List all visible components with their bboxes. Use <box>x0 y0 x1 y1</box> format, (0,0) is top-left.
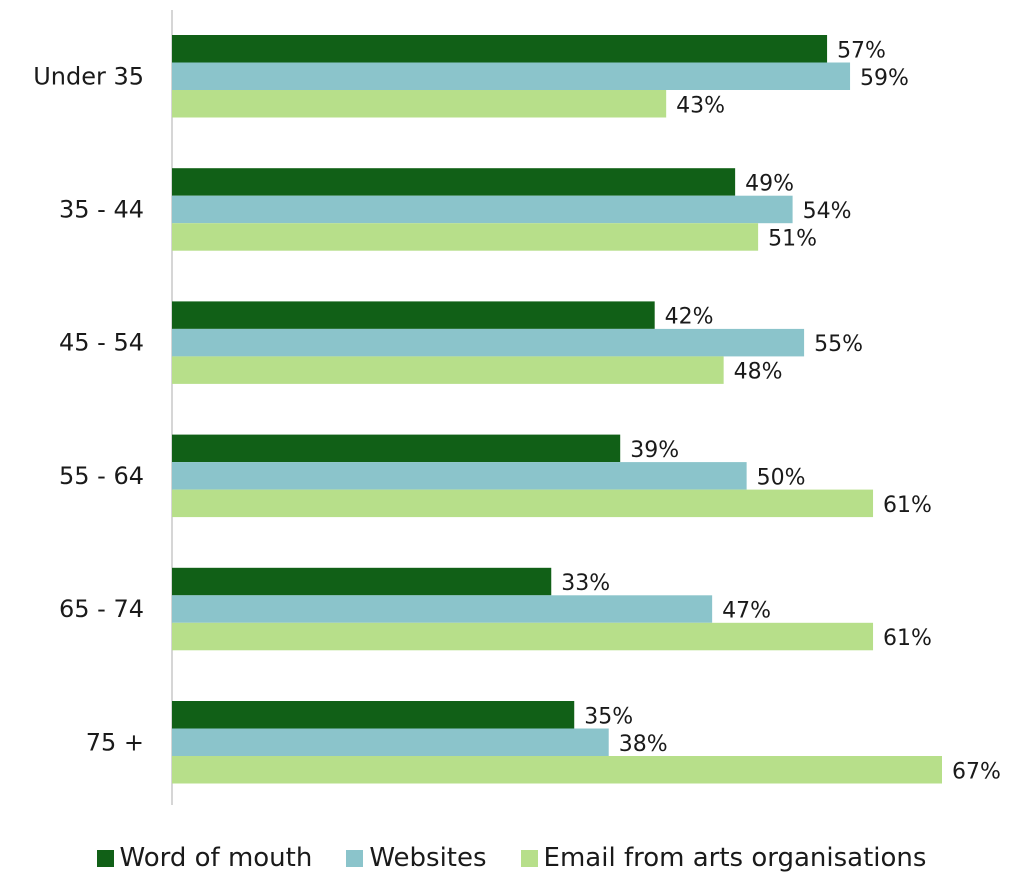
bar-email-from-arts-organisations-under-35 <box>172 90 667 118</box>
legend-label-websites: Websites <box>369 843 487 873</box>
legend-swatch-word-of-mouth <box>96 849 114 867</box>
bar-email-from-arts-organisations-45-54 <box>172 356 724 384</box>
data-label-websites-under-35: 59% <box>860 66 909 91</box>
data-label-email-from-arts-organisations-35-44: 51% <box>768 226 817 251</box>
category-label-45-54: 45 - 54 <box>59 329 144 357</box>
category-label-under-35: Under 35 <box>33 62 144 90</box>
data-label-websites-75: 38% <box>619 732 668 757</box>
legend-swatch-email <box>520 849 538 867</box>
data-label-websites-55-64: 50% <box>757 465 806 490</box>
data-label-websites-65-74: 47% <box>722 599 771 624</box>
bar-email-from-arts-organisations-35-44 <box>172 223 759 251</box>
bar-word-of-mouth-55-64 <box>172 434 621 463</box>
bar-websites-75 <box>172 728 609 756</box>
bar-word-of-mouth-65-74 <box>172 567 552 596</box>
bar-email-from-arts-organisations-65-74 <box>172 622 874 651</box>
data-label-email-from-arts-organisations-75: 67% <box>952 759 1001 784</box>
bar-word-of-mouth-35-44 <box>172 168 736 196</box>
category-label-75: 75 + <box>86 728 144 756</box>
data-label-word-of-mouth-75: 35% <box>584 704 633 729</box>
bar-email-from-arts-organisations-55-64 <box>172 489 874 518</box>
data-label-email-from-arts-organisations-65-74: 61% <box>883 626 932 651</box>
data-label-email-from-arts-organisations-under-35: 43% <box>676 93 725 118</box>
data-label-email-from-arts-organisations-45-54: 48% <box>734 360 783 385</box>
legend-label-email: Email from arts organisations <box>543 843 927 873</box>
data-label-email-from-arts-organisations-55-64: 61% <box>883 493 932 518</box>
data-label-websites-35-44: 54% <box>803 199 852 224</box>
data-label-word-of-mouth-under-35: 57% <box>837 38 886 63</box>
data-label-word-of-mouth-65-74: 33% <box>561 571 610 596</box>
bars-layer <box>172 35 942 784</box>
data-label-word-of-mouth-45-54: 42% <box>665 305 714 330</box>
data-label-websites-45-54: 55% <box>814 332 863 357</box>
bar-email-from-arts-organisations-75 <box>172 756 942 784</box>
category-label-35-44: 35 - 44 <box>59 195 144 223</box>
category-label-65-74: 65 - 74 <box>59 595 144 623</box>
bar-word-of-mouth-45-54 <box>172 301 655 329</box>
labels-layer: Under 35 57% 59% 43% 35 - 44 49% 54%51% 45 - 54… <box>33 38 1001 784</box>
legend-swatch-websites <box>346 849 364 867</box>
bar-word-of-mouth-under-35 <box>172 35 828 63</box>
legend-item-email: Email from arts organisations <box>520 843 927 873</box>
bar-websites-35-44 <box>172 195 793 224</box>
data-label-word-of-mouth-55-64: 39% <box>630 438 679 463</box>
legend: Word of mouth Websites Email from arts o… <box>0 843 1023 873</box>
bar-websites-under-35 <box>172 62 851 90</box>
legend-item-word-of-mouth: Word of mouth <box>96 843 313 873</box>
bar-websites-65-74 <box>172 595 713 623</box>
data-label-word-of-mouth-35-44: 49% <box>745 171 794 196</box>
legend-label-word-of-mouth: Word of mouth <box>119 843 313 873</box>
legend-item-websites: Websites <box>346 843 487 873</box>
bar-websites-45-54 <box>172 328 805 357</box>
bar-websites-55-64 <box>172 462 747 490</box>
category-label-55-64: 55 - 64 <box>59 462 144 490</box>
bar-word-of-mouth-75 <box>172 701 575 729</box>
